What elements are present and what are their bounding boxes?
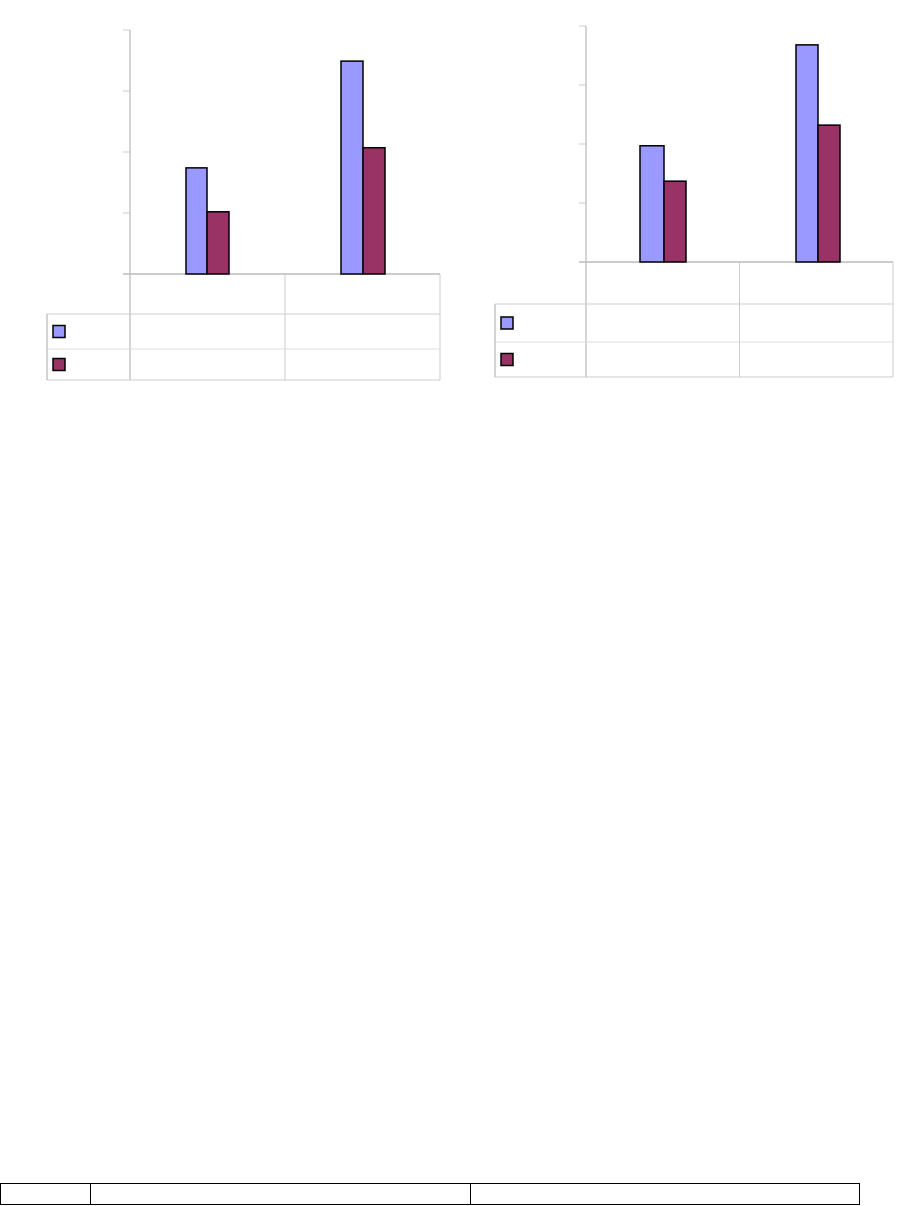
bar-series-2-category-2 (362, 146, 386, 275)
bar-series-2-category-1 (663, 180, 687, 263)
bar-series-2-category-2 (817, 124, 841, 263)
bar-series-1-category-2 (340, 60, 364, 275)
footer-table (0, 1183, 860, 1205)
footer-cell (1, 1184, 91, 1204)
bar-series-1-category-1 (639, 145, 665, 263)
bar-series-1-category-2 (795, 44, 819, 263)
legend-key-series-1 (500, 316, 514, 330)
bar-series-1-category-1 (185, 167, 208, 275)
charts-canvas (46, 25, 894, 381)
legend-key-series-2 (52, 357, 66, 372)
legend-key-series-2 (500, 352, 514, 367)
footer-cell (91, 1184, 471, 1204)
bar-series-2-category-1 (206, 211, 230, 275)
footer-cell (471, 1184, 859, 1204)
legend-key-series-1 (52, 324, 66, 339)
